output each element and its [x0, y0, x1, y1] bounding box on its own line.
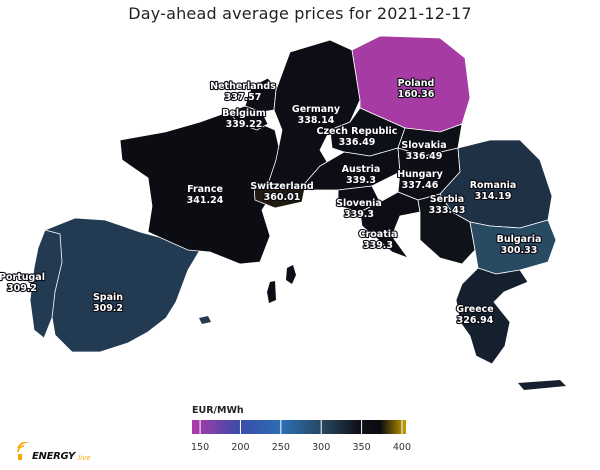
country-name-switzerland: Switzerland [250, 181, 313, 192]
crete-shape [518, 380, 566, 390]
sardinia-shape [267, 281, 276, 303]
country-price-croatia: 339.3 [363, 240, 393, 251]
corsica-shape [286, 265, 296, 284]
legend-color-bar [192, 420, 406, 434]
country-price-belgium: 339.22 [226, 119, 263, 130]
country-price-slovenia: 339.3 [344, 209, 374, 220]
country-name-france: France [187, 184, 223, 195]
country-name-greece: Greece [456, 304, 493, 315]
energy-live-logo: ENERGY .live [16, 436, 91, 462]
country-price-netherlands: 337.57 [225, 92, 262, 103]
energy-live-logo-icon [16, 441, 30, 462]
country-labels: Poland160.36Germany338.14Netherlands337.… [0, 77, 543, 327]
country-name-germany: Germany [292, 104, 341, 115]
legend-title: EUR/MWh [192, 405, 244, 416]
legend-tick-label: 150 [191, 442, 209, 453]
country-name-spain: Spain [93, 292, 123, 303]
country-price-germany: 338.14 [298, 115, 335, 126]
country-croatia[interactable] [359, 191, 421, 259]
country-price-bulgaria: 300.33 [501, 245, 538, 256]
country-portugal[interactable] [29, 229, 63, 339]
country-name-bulgaria: Bulgaria [497, 234, 542, 245]
country-price-austria: 339.3 [346, 175, 376, 186]
country-price-portugal: 309.2 [7, 283, 37, 294]
price-legend: EUR/MWh 150 200 250 300 350 400 [191, 405, 411, 453]
legend-tick-label: 200 [231, 442, 249, 453]
country-name-hungary: Hungary [397, 169, 443, 180]
logo-text: ENERGY [32, 451, 75, 462]
country-name-slovenia: Slovenia [336, 198, 382, 209]
country-name-belgium: Belgium [222, 108, 266, 119]
country-price-serbia: 333.43 [429, 205, 466, 216]
country-price-slovakia: 336.49 [406, 151, 443, 162]
country-name-portugal: Portugal [0, 272, 45, 283]
country-name-czech-republic: Czech Republic [317, 126, 398, 137]
country-name-austria: Austria [342, 164, 381, 175]
country-germany[interactable] [267, 39, 361, 185]
country-price-romania: 314.19 [475, 191, 512, 202]
country-name-slovakia: Slovakia [401, 140, 446, 151]
country-name-netherlands: Netherlands [210, 81, 276, 92]
country-greece[interactable] [455, 267, 529, 365]
country-price-hungary: 337.46 [402, 180, 439, 191]
country-price-switzerland: 360.01 [264, 192, 301, 203]
country-price-czech-republic: 336.49 [339, 137, 376, 148]
country-price-poland: 160.36 [398, 89, 435, 100]
legend-tick-label: 350 [353, 442, 371, 453]
legend-ticks: 150 200 250 300 350 400 [191, 420, 411, 453]
balearic-shape [199, 316, 211, 324]
country-name-serbia: Serbia [430, 194, 464, 205]
country-name-poland: Poland [398, 78, 435, 89]
country-name-romania: Romania [470, 180, 517, 191]
country-price-france: 341.24 [187, 195, 224, 206]
logo-suffix: .live [75, 454, 91, 462]
legend-tick-label: 250 [272, 442, 290, 453]
legend-tick-label: 300 [312, 442, 330, 453]
country-name-croatia: Croatia [359, 229, 398, 240]
legend-tick-label: 400 [393, 442, 411, 453]
country-price-spain: 309.2 [93, 303, 123, 314]
map-title: Day-ahead average prices for 2021-12-17 [128, 4, 472, 23]
country-price-greece: 326.94 [457, 315, 494, 326]
